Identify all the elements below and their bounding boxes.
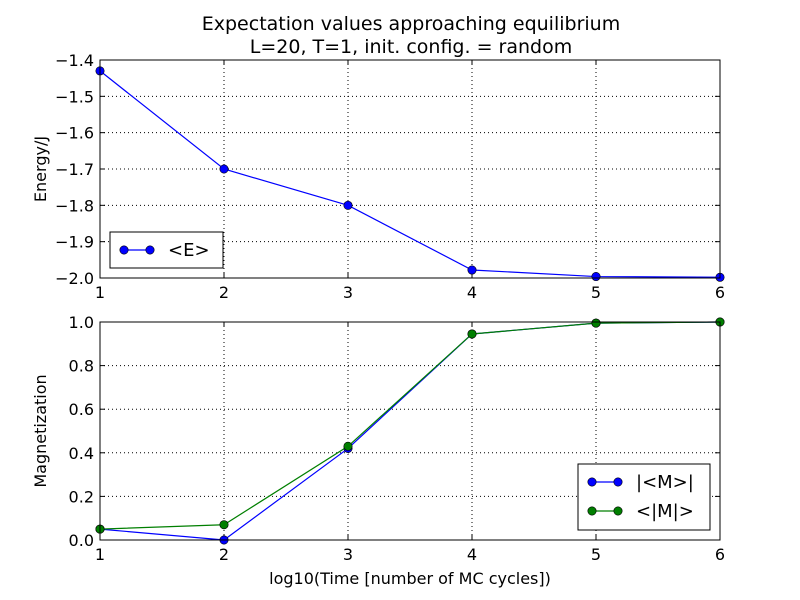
data-point xyxy=(467,329,477,339)
legend-marker xyxy=(119,245,129,255)
legend-marker xyxy=(613,506,623,516)
x-tick-label: 5 xyxy=(591,283,601,302)
data-point xyxy=(219,520,229,530)
y-tick-label: −2.0 xyxy=(55,269,94,288)
y-tick-label: −1.4 xyxy=(55,51,94,70)
x-tick-label: 3 xyxy=(343,283,353,302)
y-axis-label: Magnetization xyxy=(31,374,50,487)
energy-panel: 1 2 3 4 5 6 −2.0 −1.9 −1.8 −1.7 −1.6 −1.5 −1.4 Energy… xyxy=(31,51,725,302)
y-tick-label: 0.8 xyxy=(69,357,94,376)
y-tick-label: −1.9 xyxy=(55,233,94,252)
data-point xyxy=(219,164,229,174)
x-tick-label: 6 xyxy=(715,283,725,302)
legend: |<M>| <|M|> xyxy=(577,463,711,531)
legend-label: <E> xyxy=(168,240,210,261)
data-point xyxy=(343,441,353,451)
x-tick-label: 1 xyxy=(95,283,105,302)
x-tick-label: 2 xyxy=(219,283,229,302)
legend-marker xyxy=(587,477,597,487)
y-tick-label: −1.8 xyxy=(55,196,94,215)
series-line-0 xyxy=(99,70,721,278)
legend: <E> xyxy=(109,231,224,269)
y-tick-label: 0.2 xyxy=(69,487,94,506)
legend-marker xyxy=(587,506,597,516)
y-tick-label: −1.6 xyxy=(55,124,94,143)
magnetization-panel: 1 2 3 4 5 6 0.0 0.2 0.4 0.6 0.8 1.0 Magnetization log… xyxy=(31,313,725,588)
x-tick-label: 6 xyxy=(715,545,725,564)
axes-frame xyxy=(99,321,721,541)
x-tick-label: 3 xyxy=(343,545,353,564)
chart-title-line2: L=20, T=1, init. config. = random xyxy=(250,36,572,58)
y-tick-label: 0.4 xyxy=(69,444,94,463)
y-tick-label: −1.7 xyxy=(55,160,94,179)
series-line-1 xyxy=(99,321,721,530)
legend-marker xyxy=(145,245,155,255)
y-tick-label: −1.5 xyxy=(55,87,94,106)
data-point xyxy=(591,318,601,328)
x-tick-label: 4 xyxy=(467,545,477,564)
legend-box xyxy=(577,463,711,531)
axes-frame xyxy=(99,59,721,279)
x-axis-label: log10(Time [number of MC cycles]) xyxy=(269,569,551,588)
legend-marker xyxy=(613,477,623,487)
x-tick-label: 1 xyxy=(95,545,105,564)
chart-title-line1: Expectation values approaching equilibri… xyxy=(202,13,620,35)
legend-label: |<M>| xyxy=(636,472,694,493)
legend-label: <|M|> xyxy=(636,501,694,522)
y-axis-label: Energy/J xyxy=(31,136,50,202)
y-tick-label: 0.0 xyxy=(69,531,94,550)
data-point xyxy=(591,272,601,282)
y-tick-label: 1.0 xyxy=(69,313,94,332)
data-point xyxy=(343,200,353,210)
x-tick-label: 5 xyxy=(591,545,601,564)
data-point xyxy=(467,265,477,275)
y-tick-label: 0.6 xyxy=(69,400,94,419)
x-tick-label: 4 xyxy=(467,283,477,302)
x-tick-label: 2 xyxy=(219,545,229,564)
